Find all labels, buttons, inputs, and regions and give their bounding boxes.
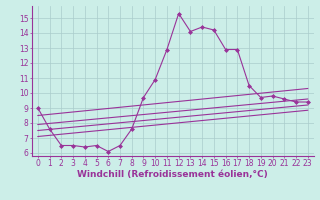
X-axis label: Windchill (Refroidissement éolien,°C): Windchill (Refroidissement éolien,°C) [77, 170, 268, 179]
